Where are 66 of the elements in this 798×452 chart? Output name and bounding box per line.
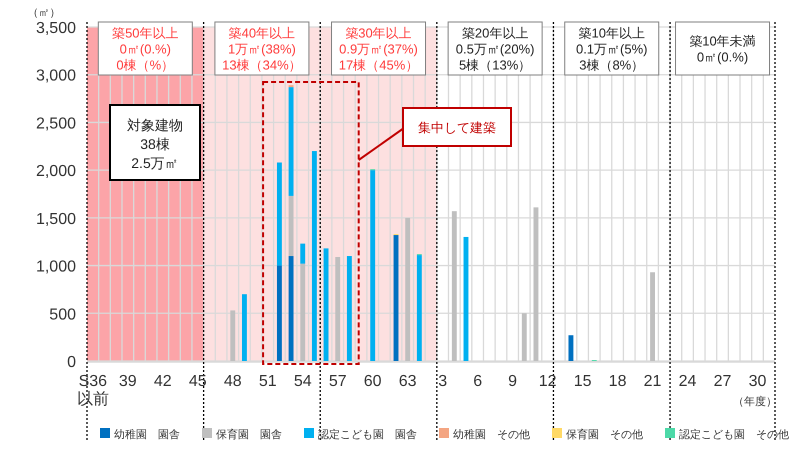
x-tick-label: 39 [118,373,137,390]
x-tick-label: 30 [748,373,767,390]
bar [288,196,294,256]
bar [300,244,306,264]
x-tick-label: 54 [294,373,312,390]
annotation: 築40年以上 1万㎡(38%) 13棟（34%） [222,26,302,72]
legend-label: 幼稚園 その他 [453,428,530,441]
bar [650,272,656,361]
bar [522,313,527,361]
bar [288,256,294,361]
x-tick-label: 57 [328,373,347,390]
bar [464,236,468,361]
legend-label: 認定こども園 その他 [679,428,789,441]
bar [300,264,306,361]
x-tick-label: 9 [508,373,518,390]
legend-label: 保育園 その他 [566,428,643,441]
x-axis-title: （年度） [733,395,777,408]
annotation: 築10年以上 0.1万㎡(5%) 3棟（8%） [576,26,648,72]
annotation: 築10年未満 0㎡(0.%) [689,34,756,64]
y-tick-label: 1,500 [36,210,76,228]
y-axis-title: （㎡） [28,7,60,19]
bar [335,256,340,361]
bar [534,207,538,361]
bar [394,235,398,361]
annotation: 築30年以上 0.9万㎡(37%) 17棟（45%） [338,26,418,72]
y-tick-label: 3,500 [36,20,76,37]
bar [324,248,328,361]
annotation: 対象建物 38棟 2.5万㎡ [127,117,183,171]
legend-label: 幼稚園 園舎 [114,428,180,441]
x-tick-label: 6 [473,373,482,390]
y-tick-label: 3,000 [36,68,76,85]
y-tick-label: 500 [49,306,76,324]
bar [242,294,247,361]
x-tick-label: 3 [438,373,448,390]
bar [276,162,282,266]
x-tick-label: 45 [188,373,207,390]
bar [370,170,376,361]
y-tick-label: 0 [67,354,76,371]
y-tick-label: 2,000 [36,163,76,180]
annotation: 築20年以上 0.5万㎡(20%) 5棟（13%） [456,26,535,72]
x-tick-label: S36 以前 [76,373,109,408]
annotation: 築50年以上 0㎡(0.%) 0棟（%） [112,26,179,72]
x-tick-label: 63 [398,373,417,390]
x-tick-label: 21 [644,373,662,390]
x-tick-label: 60 [364,373,382,390]
annotation: 集中して建築 [418,120,496,135]
bar [416,255,422,361]
y-tick-label: 2,500 [36,115,76,132]
x-tick-label: 18 [608,373,627,390]
bar [276,266,282,361]
x-tick-label: 51 [258,373,277,390]
bar [568,335,574,361]
bar [405,218,410,361]
x-tick-label: 27 [714,373,732,390]
legend-label: 認定こども園 園舎 [318,428,417,441]
bar [230,310,236,361]
x-tick-label: 48 [224,373,242,390]
x-tick-label: 42 [154,373,172,390]
legend-label: 保育園 園舎 [216,428,282,441]
bar [346,256,352,361]
x-tick-label: 15 [574,373,592,390]
bar [452,211,457,361]
y-tick-label: 1,000 [36,258,76,276]
x-tick-label: 24 [678,373,697,390]
bar [312,151,317,361]
x-tick-label: 12 [538,373,557,390]
